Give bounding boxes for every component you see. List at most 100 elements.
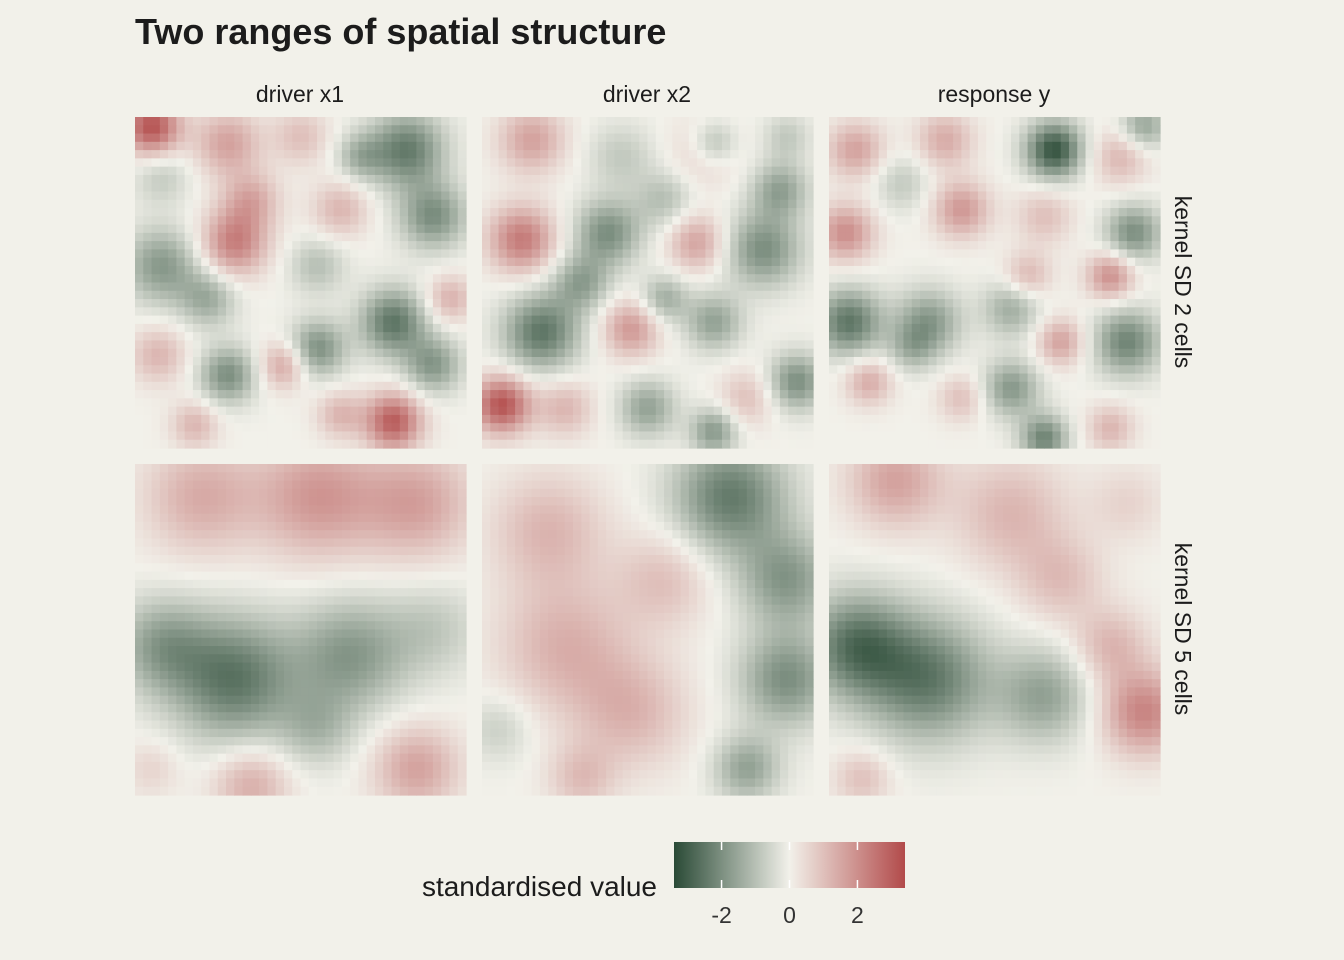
heatmap-cell [209,199,219,209]
heatmap-cell [614,191,624,201]
heatmap-cell [424,307,434,317]
heatmap-cell [573,390,582,399]
heatmap-cell [936,166,946,176]
heatmap-cell [548,332,558,342]
heatmap-cell [853,299,863,308]
heatmap-cell [1085,133,1095,143]
heatmap-cell [573,356,582,366]
heatmap-cell [556,398,566,408]
heatmap-cell [135,265,144,275]
heatmap-cell [449,365,459,375]
heatmap-cell [647,274,657,284]
heatmap-cell [977,299,987,308]
heatmap-cell [283,191,293,201]
heatmap-cell [763,274,773,284]
heatmap-cell [1027,398,1037,408]
heatmap-cell [539,356,549,366]
heatmap-cell [168,356,177,366]
heatmap-cell [771,158,781,168]
heatmap-cell [292,414,302,424]
heatmap-cell [755,257,764,267]
heatmap-cell [217,439,227,449]
heatmap-cell [209,265,219,275]
heatmap-cell [1102,398,1111,408]
heatmap-cell [374,274,384,284]
heatmap-cell [969,282,979,292]
heatmap-cell [853,406,863,416]
heatmap-cell [556,150,566,159]
heatmap-cell [961,241,971,251]
heatmap-cell [341,125,351,135]
heatmap-cell [523,141,533,151]
heatmap-cell [250,356,260,366]
heatmap-cell [597,431,607,441]
heatmap-cell [680,241,690,251]
heatmap-cell [366,398,376,408]
heatmap-cell [1068,174,1078,184]
heatmap-cell [457,125,467,135]
heatmap-cell [804,332,814,342]
heatmap-cell [151,257,161,267]
heatmap-cell [837,274,847,284]
heatmap-cell [424,340,434,350]
heatmap-cell [391,406,401,416]
heatmap-cell [738,166,748,176]
heatmap-cell [788,208,798,217]
heatmap-cell [523,265,533,275]
heatmap-cell [490,348,500,358]
heatmap-cell [928,249,938,259]
heatmap-cell [457,365,467,375]
heatmap-cell [515,158,524,168]
heatmap-cell [441,141,451,151]
heatmap-cell [539,232,549,242]
heatmap-cell [837,224,847,234]
heatmap-cell [159,398,169,408]
heatmap-cell [697,381,707,391]
heatmap-cell [630,381,640,391]
heatmap-cell [986,340,996,350]
heatmap-cell [184,488,194,498]
heatmap-cell [755,216,764,226]
heatmap-cell [779,282,789,292]
heatmap-cell [482,406,491,416]
heatmap-cell [1052,439,1062,449]
heatmap-cell [597,150,607,159]
heatmap-cell [878,249,888,259]
heatmap-cell [796,174,806,184]
heatmap-cell [664,133,673,143]
heatmap-cell [829,141,838,151]
heatmap-cell [408,183,417,193]
heatmap-cell [217,208,227,217]
heatmap-cell [143,174,153,184]
heatmap-cell [317,340,326,350]
heatmap-cell [399,249,409,259]
heatmap-cell [953,125,963,135]
heatmap-cell [705,257,715,267]
heatmap-cell [416,183,426,193]
heatmap-cell [862,174,871,184]
heatmap-cell [192,257,202,267]
heatmap-cell [639,356,649,366]
heatmap-cell [292,265,302,275]
heatmap-cell [903,241,913,251]
heatmap-cell [944,381,954,391]
heatmap-cell [1143,373,1153,383]
heatmap-cell [845,373,855,383]
heatmap-cell [1093,439,1103,449]
heatmap-cell [135,241,144,251]
heatmap-cell [738,257,748,267]
heatmap-cell [408,348,417,358]
heatmap-cell [217,191,227,201]
heatmap-cell [639,125,649,135]
heatmap-cell [358,373,368,383]
heatmap-cell [994,299,1004,308]
heatmap-cell [1126,398,1136,408]
heatmap-cell [531,158,541,168]
heatmap-cell [630,257,640,267]
heatmap-cell [994,241,1004,251]
heatmap-cell [515,290,524,300]
heatmap-cell [1135,125,1145,135]
heatmap-cell [622,398,632,408]
heatmap-cell [581,332,591,342]
heatmap-cell [655,208,665,217]
